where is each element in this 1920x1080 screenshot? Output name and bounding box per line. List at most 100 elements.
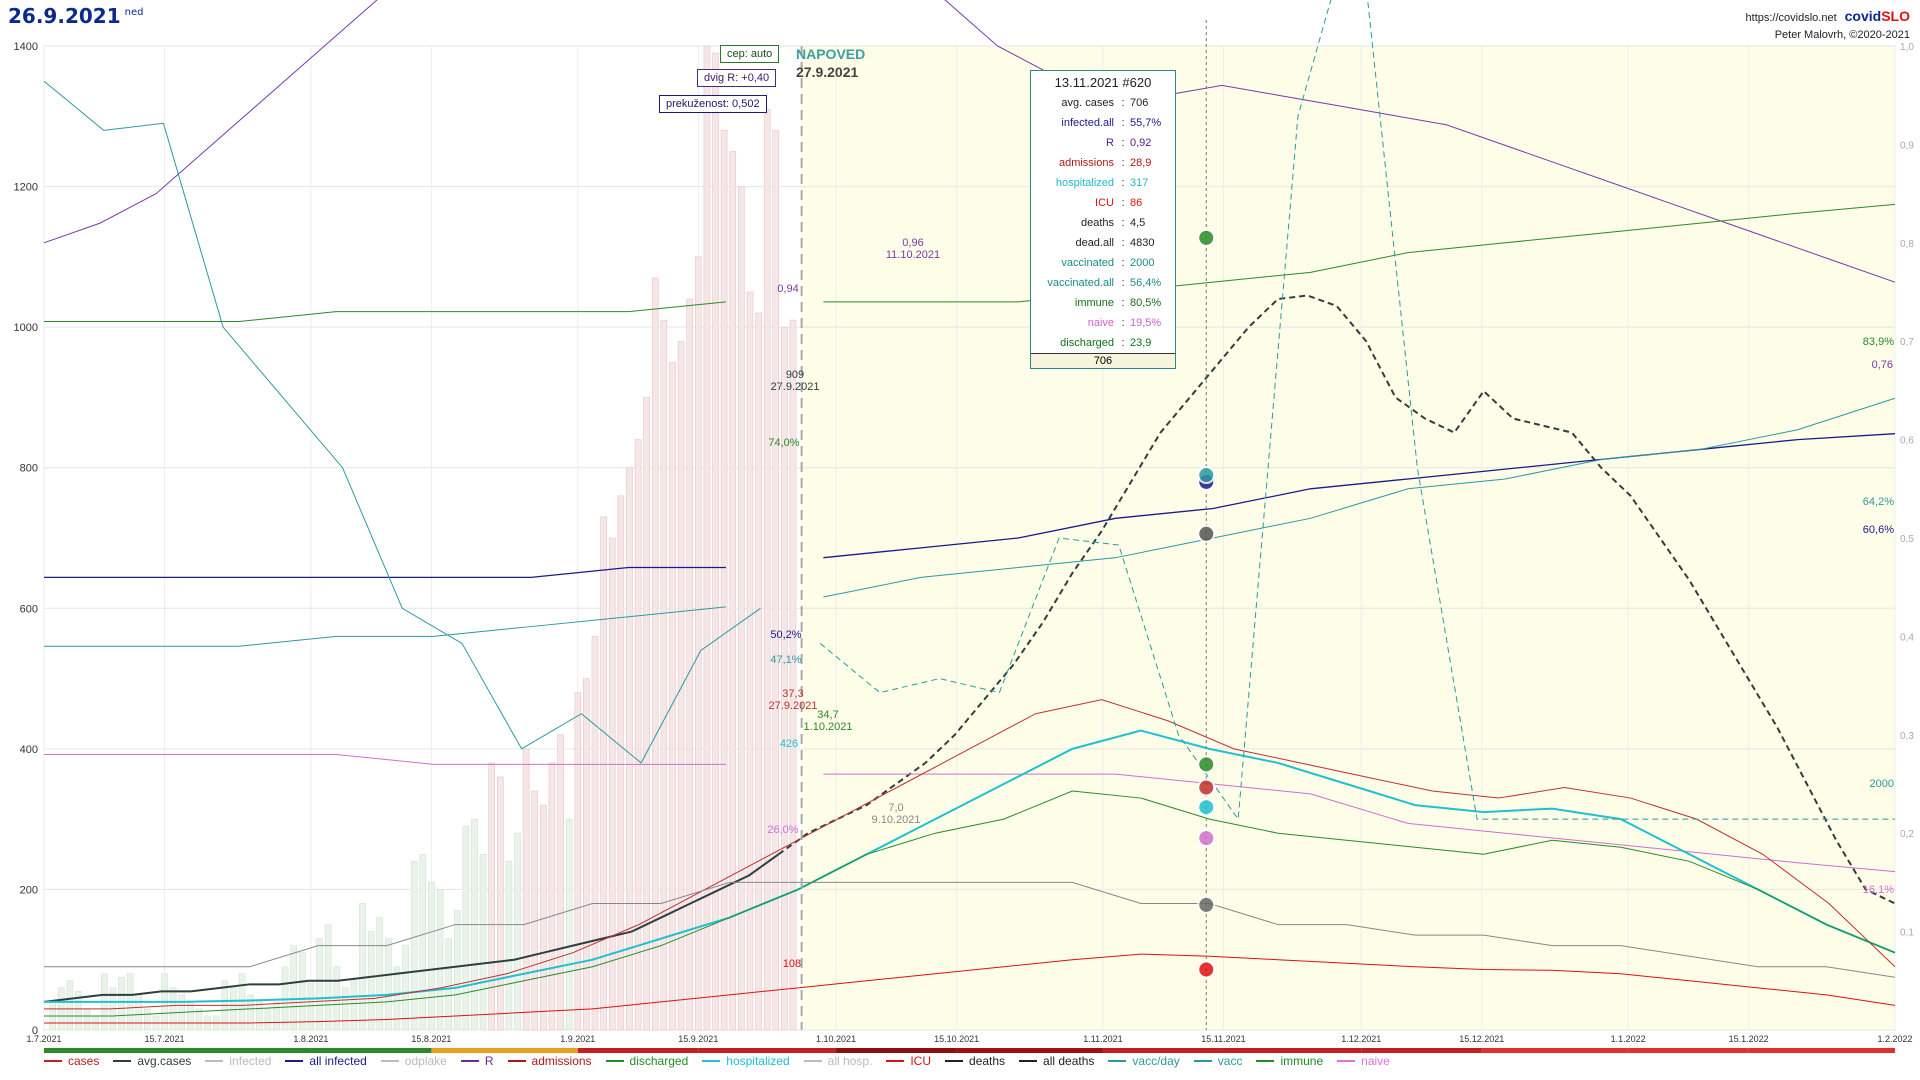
tooltip-key: R [1106,137,1114,149]
cases-bar [643,397,650,1031]
legend-item[interactable]: deaths [945,1054,1005,1068]
tooltip-value: 317 [1130,177,1149,189]
cases-bar [772,130,780,1031]
tooltip-colon: : [1121,257,1125,269]
tooltip-key: avg. cases [1061,97,1114,109]
phase-band-segment [836,1048,957,1053]
tooltip-key: vaccinated [1061,257,1114,269]
x-tick-label: 1.1.2022 [1611,1034,1646,1044]
legend-item[interactable]: all infected [285,1054,367,1068]
legend-swatch [1019,1060,1038,1062]
legend-item[interactable]: all hosp. [803,1054,873,1068]
cases-bar [135,994,143,1031]
legend-item[interactable]: all deaths [1019,1054,1094,1068]
legend-label: vacc [1217,1054,1243,1068]
tooltip-key: dead.all [1075,237,1114,249]
legend-item[interactable]: naive [1337,1054,1390,1068]
legend-item[interactable]: admissions [507,1054,592,1068]
cases-bar [755,312,762,1031]
cases-bar [385,938,392,1031]
legend-label: infected [229,1054,272,1068]
legend-label: all hosp. [827,1054,873,1068]
legend-item[interactable]: infected [205,1054,271,1068]
legend-item[interactable]: avg.cases [113,1054,191,1068]
legend-item[interactable]: vacc [1193,1054,1243,1068]
tooltip-colon: : [1121,157,1125,169]
site-url[interactable]: https://covidslo.net [1745,12,1837,24]
cases-bar [393,966,401,1031]
tooltip-colon: : [1121,177,1125,189]
cases-bar [496,776,504,1031]
series-forecast-all-infected [823,433,1896,559]
phase-band-segment [956,1048,1103,1053]
cases-bar [376,917,384,1031]
phase-band-segment [44,1048,165,1053]
prekuzenost-button[interactable]: prekuženost: 0,502 [659,95,767,113]
series-forecast-naive [823,773,1896,873]
phase-band-segment [1628,1048,1749,1053]
cases-bar [238,973,246,1031]
tooltip-value: 706 [1130,97,1149,109]
legend-item[interactable]: hospitalized [702,1054,790,1068]
legend-item[interactable]: ICU [886,1054,931,1068]
legend-label: naive [1361,1054,1390,1068]
y2-tick-label: 0,4 [1900,632,1914,643]
annotation-value: 26,0% [767,824,798,836]
x-tick-label: 15.12.2021 [1459,1034,1504,1044]
cep-button[interactable]: cep: auto [720,45,780,63]
legend-swatch [1108,1060,1127,1062]
legend-label: R [484,1054,494,1068]
x-tick-label: 1.2.2022 [1877,1034,1912,1044]
annotation-value: 909 [786,369,804,381]
annotation-value: 16,1% [1863,884,1894,896]
cursor-marker [1197,960,1216,979]
y-tick-label: 600 [20,603,38,615]
series-line-immune [44,301,726,323]
tooltip-row: dead.all:4830 [1031,233,1175,253]
annotation-value: 426 [780,738,798,750]
legend-item[interactable]: odplake [380,1054,447,1068]
tooltip-value: 0,92 [1130,137,1152,149]
legend-swatch [507,1060,526,1062]
annotation-value: 7,0 [888,802,903,814]
legend-label: ICU [910,1054,932,1068]
legend-item[interactable]: vacc/day [1108,1054,1180,1068]
cases-bar [583,678,590,1031]
dvig-r-button[interactable]: dvig R: +0,40 [697,69,777,87]
cases-bar [453,910,461,1031]
cases-bar [75,991,82,1031]
cursor-marker [1197,755,1216,774]
tooltip-row: infected.all:55,7% [1031,113,1175,133]
cases-bar [488,762,495,1031]
tooltip-row: discharged:23,9 [1031,333,1175,353]
legend-swatch [460,1060,479,1062]
legend-item[interactable]: discharged [605,1054,689,1068]
tooltip-row: vaccinated:2000 [1031,253,1175,273]
cases-bar [669,361,676,1031]
cases-bar [324,924,332,1031]
legend-item[interactable]: immune [1256,1054,1323,1068]
tooltip-key: discharged [1060,337,1114,349]
cases-bar [600,516,607,1031]
tooltip-colon: : [1121,237,1125,249]
annotation-value: 108 [783,958,801,970]
tooltip-value: 19,5% [1130,317,1162,329]
cases-bar [367,931,375,1031]
tooltip-colon: : [1121,317,1125,329]
legend-item[interactable]: cases [44,1054,99,1068]
annotation-date: 9.10.2021 [872,814,921,826]
phase-band-segment [577,1048,699,1053]
phase-band-segment [1102,1048,1224,1053]
legend-label: discharged [629,1054,689,1068]
series-forecast-discharged [797,790,1896,954]
tooltip-colon: : [1121,197,1125,209]
tooltip-key: ICU [1095,197,1114,209]
annotation-value: 47,1% [770,654,801,666]
legend-item[interactable]: R [460,1054,494,1068]
annotation-value: 83,9% [1863,336,1894,348]
annotation-date: 11.10.2021 [886,249,940,261]
legend-swatch [285,1060,304,1062]
cases-bar [255,1001,263,1031]
legend-swatch [205,1060,224,1062]
